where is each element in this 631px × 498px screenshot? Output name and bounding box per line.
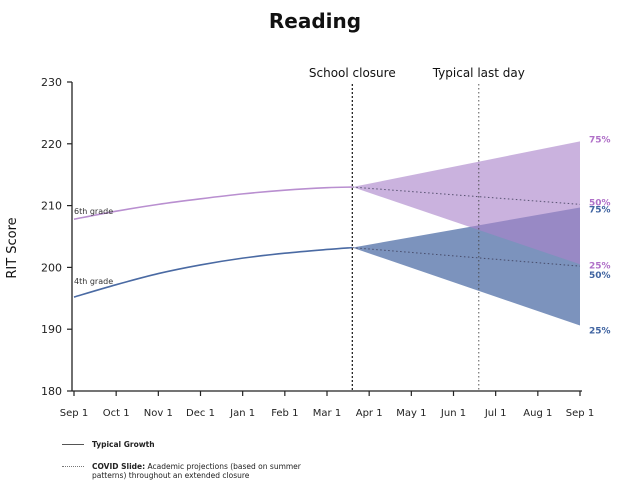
x-tick-label: Sep 1 xyxy=(566,408,594,419)
chart-title: Reading xyxy=(269,9,361,33)
plot-area: 180 190 200 210 220 230 Sep 1 Oct 1 Nov 1 Dec 1 Ja… xyxy=(41,66,611,419)
typical-growth-line-6th-grade xyxy=(73,186,353,220)
grade-label-6th-grade: 6th grade xyxy=(74,207,113,216)
x-tick-label: Jul 1 xyxy=(484,408,507,419)
legend-covid-line2: patterns) throughout an extended closure xyxy=(92,471,250,480)
y-tick-label: 190 xyxy=(41,323,62,336)
y-tick-label: 210 xyxy=(41,200,62,213)
x-tick-label: Jan 1 xyxy=(229,408,255,419)
legend-covid-bold: COVID Slide: xyxy=(92,462,146,471)
x-tick-label: Apr 1 xyxy=(356,408,383,419)
x-tick-label: Feb 1 xyxy=(271,408,298,419)
y-tick-label: 220 xyxy=(41,138,62,151)
typical-growth-line-4th-grade xyxy=(73,246,353,298)
x-tick-label: Mar 1 xyxy=(313,408,341,419)
y-axis-label: RIT Score xyxy=(5,217,20,278)
legend-label-typical-growth: Typical Growth xyxy=(92,440,155,449)
solid-line-swatch xyxy=(62,444,84,445)
x-tick-label: May 1 xyxy=(396,408,426,419)
percentile-label-4th-grade-50: 50% xyxy=(589,271,611,281)
legend-covid-line1: Academic projections (based on summer xyxy=(147,462,301,471)
percentile-label-6th-grade-75: 75% xyxy=(589,135,611,145)
typical-last-day-label: Typical last day xyxy=(432,66,525,80)
x-tick-label: Dec 1 xyxy=(186,408,215,419)
x-tick-label: Aug 1 xyxy=(523,408,552,419)
projection-fan-6th-grade xyxy=(352,141,580,265)
grade-label-4th-grade: 4th grade xyxy=(74,277,113,286)
percentile-label-6th-grade-25: 25% xyxy=(589,261,611,271)
legend-item-covid-slide: COVID Slide: Academic projections (based… xyxy=(62,462,301,480)
legend: Typical Growth COVID Slide: Academic pro… xyxy=(62,440,301,480)
school-closure-label: School closure xyxy=(309,66,396,80)
legend-label-covid-slide: COVID Slide: Academic projections (based… xyxy=(92,462,301,480)
x-tick-label: Nov 1 xyxy=(144,408,173,419)
y-tick-label: 180 xyxy=(41,385,62,398)
dotted-line-swatch xyxy=(62,466,84,467)
x-tick-label: Oct 1 xyxy=(103,408,130,419)
reading-chart: Reading RIT Score 180 190 200 210 220 230 Sep … xyxy=(5,9,611,419)
x-tick-label: Sep 1 xyxy=(60,408,88,419)
legend-item-typical-growth: Typical Growth xyxy=(62,440,301,449)
percentile-label-4th-grade-25: 25% xyxy=(589,326,611,336)
y-tick-label: 230 xyxy=(41,76,62,89)
y-tick-label: 200 xyxy=(41,261,62,274)
x-tick-label: Jun 1 xyxy=(440,408,466,419)
percentile-label-6th-grade-50: 50% xyxy=(589,198,611,208)
percentile-label-4th-grade-75: 75% xyxy=(589,205,611,215)
